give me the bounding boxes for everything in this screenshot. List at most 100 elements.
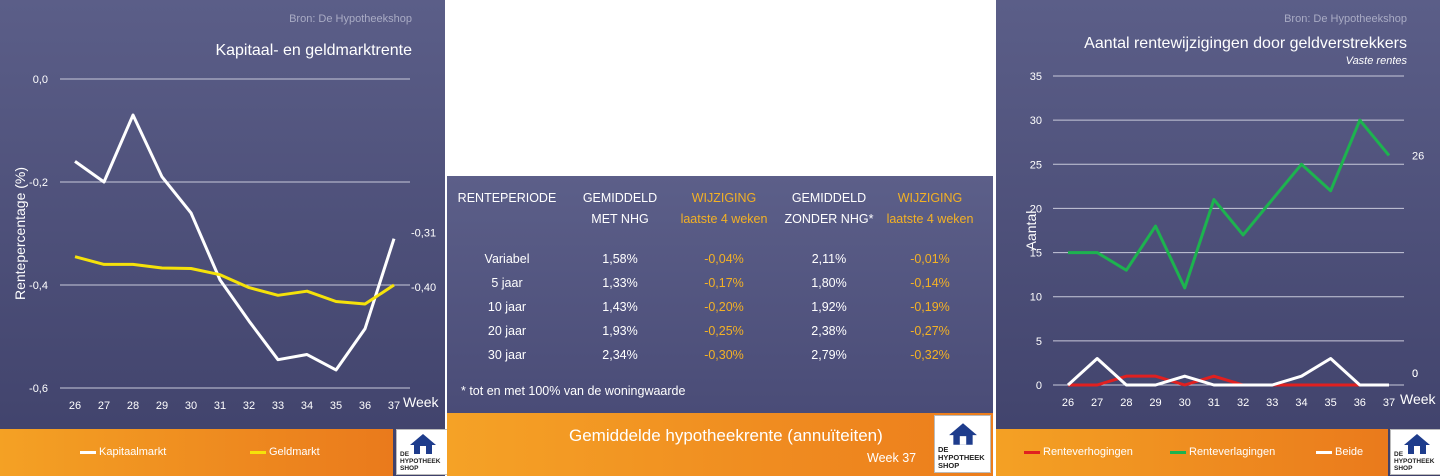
- table-cell: 1,58%: [602, 252, 638, 266]
- hypotheekshop-logo: DE HYPOTHEEK SHOP: [1390, 429, 1440, 475]
- end-value-label: -0,40: [411, 282, 436, 294]
- series-line-renteverlagingen: [1068, 118, 1391, 290]
- legend-item-beide: Beide: [1316, 446, 1363, 458]
- table-cell: -0,17%: [704, 276, 744, 290]
- table-cell: -0,04%: [704, 252, 744, 266]
- header-line2: laatste 4 weken: [680, 212, 768, 226]
- header-line1: GEMIDDELD: [582, 191, 658, 205]
- header-line1: WIJZIGING: [897, 191, 963, 205]
- x-tick-label: 37: [1383, 397, 1395, 409]
- table-cell: -0,19%: [910, 300, 950, 314]
- header-line1: GEMIDDELD: [791, 191, 867, 205]
- x-tick-label: 30: [1179, 397, 1191, 409]
- end-value-label: 0: [1412, 368, 1418, 380]
- x-tick-label: 30: [185, 400, 197, 412]
- x-tick-label: 32: [243, 400, 255, 412]
- table-cell: -0,30%: [704, 348, 744, 362]
- legend-label: Beide: [1335, 446, 1364, 458]
- header-line2: MET NHG: [591, 212, 649, 226]
- rate-changes-line-chart: 0 5 10 15 20 25 30 35 26 27 28 29 30 31 32 33 34 35 36 37 We…: [1023, 71, 1437, 409]
- series-line-geldmarkt: [74, 255, 395, 306]
- mortgage-footer: Gemiddelde hypotheekrente (annuïteiten) …: [447, 413, 993, 476]
- table-cell: -0,27%: [910, 324, 950, 338]
- hypotheekshop-logo: DE HYPOTHEEK SHOP: [396, 429, 448, 475]
- y-tick-label: 25: [1030, 159, 1042, 171]
- x-tick-label: 33: [272, 400, 284, 412]
- y-tick-label: 5: [1036, 336, 1042, 348]
- row-label: Variabel: [484, 252, 530, 266]
- x-tick-label: 37: [388, 400, 400, 412]
- chart-title: Aantal rentewijzigingen door geldverstre…: [1084, 35, 1407, 52]
- y-tick-label: -0,6: [29, 383, 48, 395]
- header-wijziging-zonder-nhg: WIJZIGING laatste 4 weken: [875, 188, 985, 230]
- legend-item-renteverlagingen: Renteverlagingen: [1170, 446, 1275, 458]
- y-tick-label: 20: [1030, 203, 1042, 215]
- x-tick-label: 28: [1120, 397, 1132, 409]
- table-cell: 1,92%: [811, 300, 847, 314]
- x-axis-label: Week: [1400, 391, 1437, 407]
- legend-swatch: [1024, 450, 1040, 454]
- legend-swatch: [1170, 450, 1186, 454]
- legend-swatch: [250, 450, 266, 454]
- mortgage-rate-panel: RENTEPERIODE GEMIDDELD MET NHG WIJZIGING l…: [447, 0, 993, 476]
- x-tick-label: 33: [1266, 397, 1278, 409]
- table-cell: -0,32%: [910, 348, 950, 362]
- x-tick-label: 35: [1325, 397, 1337, 409]
- interest-rate-line-chart: 0,0 -0,2 -0,4 -0,6 26 27 28 29 30 31 32 33 34 35 36 37 W…: [12, 74, 440, 412]
- legend-swatch: [1316, 450, 1332, 454]
- hypotheekshop-logo: DE HYPOTHEEK SHOP: [934, 415, 991, 473]
- house-icon: [949, 423, 977, 445]
- x-tick-label: 31: [1208, 397, 1220, 409]
- table-cell: 1,43%: [602, 300, 638, 314]
- y-tick-label: 10: [1030, 292, 1042, 304]
- table-footnote: * tot en met 100% van de woningwaarde: [461, 384, 686, 398]
- house-icon: [1404, 434, 1430, 454]
- capital-money-market-panel: Bron: De Hypotheekshop Kapitaal- en geld…: [0, 0, 448, 476]
- x-tick-label: 26: [1062, 397, 1074, 409]
- table-cell: 2,38%: [811, 324, 847, 338]
- y-axis-label: Rentepercentage (%): [12, 167, 28, 300]
- y-tick-label: 35: [1030, 71, 1042, 83]
- table-cell: -0,20%: [704, 300, 744, 314]
- header-gemiddeld-met-nhg: GEMIDDELD MET NHG: [575, 188, 665, 230]
- logo-text: DE HYPOTHEEK SHOP: [400, 451, 441, 472]
- y-axis-label: Aantal: [1023, 211, 1039, 251]
- source-label: Bron: De Hypotheekshop: [289, 13, 412, 25]
- x-tick-label: 29: [156, 400, 168, 412]
- row-label: 30 jaar: [487, 348, 527, 362]
- legend-item-kapitaalmarkt: Kapitaalmarkt: [80, 446, 166, 458]
- header-line2: laatste 4 weken: [886, 212, 974, 226]
- x-axis-label: Week: [403, 394, 440, 410]
- mortgage-rate-table: RENTEPERIODE GEMIDDELD MET NHG WIJZIGING l…: [447, 176, 993, 413]
- footer-title: Gemiddelde hypotheekrente (annuïteiten): [569, 426, 883, 445]
- header-renteperiode: RENTEPERIODE: [457, 188, 557, 209]
- row-label: 10 jaar: [487, 300, 527, 314]
- table-cell: -0,14%: [910, 276, 950, 290]
- header-line1: WIJZIGING: [691, 191, 757, 205]
- series-line-beide: [1066, 357, 1389, 387]
- table-cell: -0,01%: [910, 252, 950, 266]
- x-tick-label: 36: [1354, 397, 1366, 409]
- y-tick-label: 0,0: [33, 74, 48, 86]
- legend-footer: [0, 429, 393, 476]
- x-tick-label: 32: [1237, 397, 1249, 409]
- footer-week: Week 37: [867, 451, 917, 465]
- x-tick-label: 28: [127, 400, 139, 412]
- x-tick-label: 35: [330, 400, 342, 412]
- table-cell: 1,80%: [811, 276, 847, 290]
- chart-subtitle: Vaste rentes: [1345, 55, 1407, 67]
- series-line-kapitaalmarkt: [74, 113, 396, 372]
- legend-item-geldmarkt: Geldmarkt: [250, 446, 320, 458]
- table-cell: 2,79%: [811, 348, 847, 362]
- x-tick-label: 26: [69, 400, 81, 412]
- y-tick-label: -0,4: [29, 280, 48, 292]
- logo-text: DE HYPOTHEEK SHOP: [938, 445, 985, 470]
- legend-item-renteverhogingen: Renteverhogingen: [1024, 446, 1133, 458]
- x-tick-label: 27: [1091, 397, 1103, 409]
- table-cell: 1,93%: [602, 324, 638, 338]
- end-value-label: 0: [1412, 368, 1418, 380]
- header-line1: RENTEPERIODE: [457, 191, 557, 205]
- table-cell: 2,34%: [602, 348, 638, 362]
- end-value-label: 26: [1412, 150, 1424, 162]
- y-tick-label: 0: [1036, 380, 1042, 392]
